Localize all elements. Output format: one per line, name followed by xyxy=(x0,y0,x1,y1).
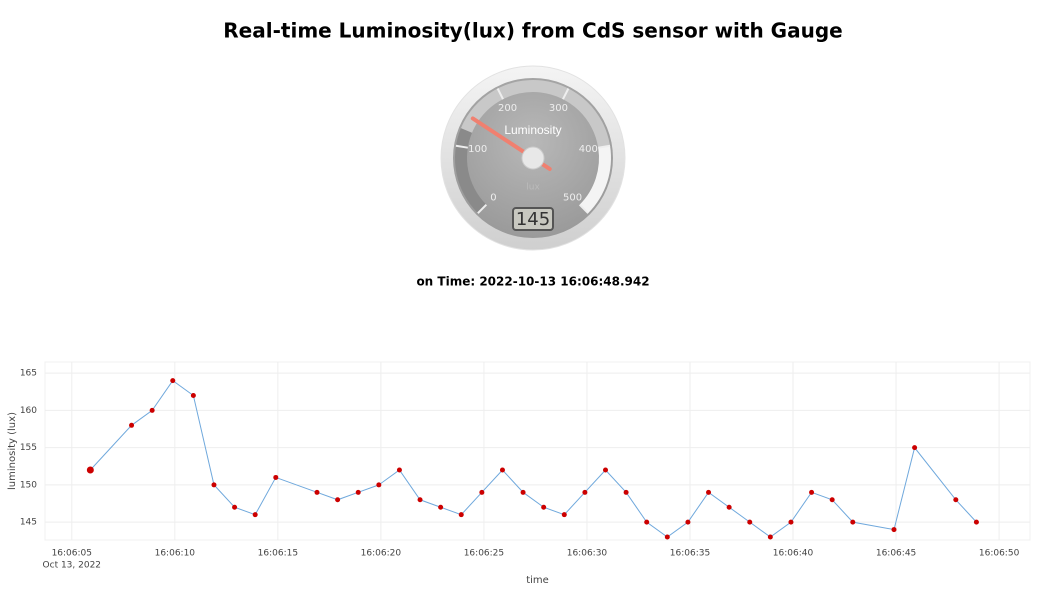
data-point xyxy=(355,489,361,495)
data-point xyxy=(520,489,526,495)
data-point xyxy=(850,519,856,525)
gauge-tick-label: 400 xyxy=(579,144,598,155)
data-point xyxy=(335,497,341,503)
data-point xyxy=(891,527,897,533)
data-point xyxy=(973,519,979,525)
data-point xyxy=(129,422,135,428)
x-tick-label: 16:06:10 xyxy=(155,549,196,559)
gauge-band xyxy=(455,128,487,214)
data-point xyxy=(376,482,382,488)
data-point xyxy=(664,534,670,540)
data-point xyxy=(644,519,650,525)
gauge-tick-label: 300 xyxy=(549,103,568,114)
y-axis-title: luminosity (lux) xyxy=(7,412,18,490)
x-axis-title: time xyxy=(526,575,549,586)
data-point xyxy=(417,497,423,503)
data-point xyxy=(788,519,794,525)
data-point xyxy=(232,504,238,510)
time-label: on Time: 2022-10-13 16:06:48.942 xyxy=(416,275,649,289)
x-tick-label: 16:06:20 xyxy=(361,549,402,559)
data-point xyxy=(623,489,629,495)
data-point xyxy=(396,467,402,473)
x-date-label: Oct 13, 2022 xyxy=(43,561,102,571)
gauge-tick xyxy=(578,203,589,214)
gauge-tick-label: 100 xyxy=(468,144,487,155)
data-point xyxy=(829,497,835,503)
x-tick-label: 16:06:30 xyxy=(567,549,608,559)
data-point xyxy=(747,519,753,525)
data-point xyxy=(541,504,547,510)
data-point xyxy=(726,504,732,510)
gauge-tick xyxy=(562,88,570,100)
y-tick-label: 145 xyxy=(20,518,37,528)
gauge-tick xyxy=(598,144,611,149)
data-point xyxy=(273,474,279,480)
data-point xyxy=(479,489,485,495)
gauge: 0 100 200 300 400 500 Luminosity lux 145 xyxy=(440,65,626,251)
gauge-label: Luminosity xyxy=(504,123,561,137)
data-point xyxy=(685,519,691,525)
data-point xyxy=(912,445,918,451)
y-tick-label: 150 xyxy=(20,480,37,490)
data-point xyxy=(458,512,464,518)
gauge-tick-label: 200 xyxy=(498,103,517,114)
y-tick-label: 160 xyxy=(20,406,37,416)
data-point xyxy=(149,407,155,413)
gauge-display xyxy=(512,207,554,231)
gauge-value: 145 xyxy=(516,209,550,230)
x-tick-label: 16:06:15 xyxy=(258,549,298,559)
gauge-band xyxy=(460,80,611,148)
series-line xyxy=(89,379,977,538)
data-point xyxy=(170,378,176,384)
gauge-unit: lux xyxy=(526,183,540,193)
data-point xyxy=(499,467,505,473)
data-point xyxy=(86,466,94,474)
gauge-tick xyxy=(455,144,468,149)
x-tick-label: 16:06:05 xyxy=(52,549,92,559)
data-point xyxy=(561,512,567,518)
data-point xyxy=(603,467,609,473)
data-point xyxy=(211,482,217,488)
data-point xyxy=(953,497,959,503)
data-point xyxy=(314,489,320,495)
page-title: Real-time Luminosity(lux) from CdS senso… xyxy=(223,19,842,43)
gauge-hub xyxy=(521,146,545,170)
x-tick-label: 16:06:25 xyxy=(464,549,504,559)
gauge-tick-label: 0 xyxy=(490,193,496,204)
x-tick-label: 16:06:40 xyxy=(773,549,814,559)
plot-area xyxy=(44,361,1031,541)
data-point xyxy=(190,393,196,399)
x-tick-label: 16:06:45 xyxy=(876,549,916,559)
gauge-band xyxy=(579,145,611,214)
data-point xyxy=(767,534,773,540)
data-point xyxy=(809,489,815,495)
data-point xyxy=(438,504,444,510)
y-tick-label: 155 xyxy=(20,443,37,453)
data-point xyxy=(252,512,258,518)
y-tick-label: 165 xyxy=(20,369,37,379)
gauge-tick-label: 500 xyxy=(563,193,582,204)
gauge-tick xyxy=(496,88,504,100)
data-point xyxy=(706,489,712,495)
x-tick-label: 16:06:35 xyxy=(670,549,710,559)
gauge-tick xyxy=(477,203,488,214)
x-tick-label: 16:06:50 xyxy=(979,549,1020,559)
data-point xyxy=(582,489,588,495)
